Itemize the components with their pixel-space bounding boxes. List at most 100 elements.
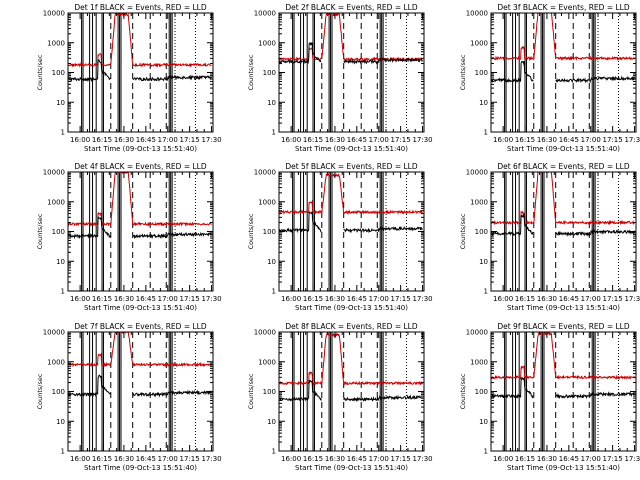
x-tick-label: 16:15 [92, 455, 112, 463]
x-axis-label: Start Time (09-Oct-13 15:51:40) [507, 304, 620, 312]
x-tick-label: 16:30 [325, 136, 345, 144]
x-tick-label: 16:00 [493, 295, 513, 303]
y-tick-label: 10000 [254, 329, 276, 337]
y-tick-label: 1 [484, 129, 488, 137]
y-tick-label: 10000 [43, 329, 65, 337]
y-tick-label: 10 [479, 258, 488, 266]
x-axis-label: Start Time (09-Oct-13 15:51:40) [295, 145, 408, 153]
x-axis-label: Start Time (09-Oct-13 15:51:40) [295, 464, 408, 472]
y-tick-label: 100 [475, 228, 488, 236]
series-events-line [279, 42, 423, 65]
y-tick-label: 1000 [470, 39, 488, 47]
x-tick-label: 17:00 [369, 295, 389, 303]
x-tick-label: 16:45 [559, 136, 579, 144]
x-axis-label: Start Time (09-Oct-13 15:51:40) [84, 304, 197, 312]
y-axis-label: Counts/sec [459, 373, 467, 409]
x-tick-label: 17:30 [201, 136, 221, 144]
series-events-line [68, 215, 212, 240]
x-tick-label: 16:15 [92, 295, 112, 303]
x-tick-label: 17:00 [581, 455, 601, 463]
x-tick-label: 17:00 [158, 136, 178, 144]
x-tick-label: 16:00 [70, 136, 90, 144]
x-tick-label: 17:30 [412, 455, 432, 463]
plot-area [491, 172, 635, 291]
x-tick-label: 16:15 [303, 455, 323, 463]
y-tick-label: 10000 [43, 169, 65, 177]
x-tick-label: 16:00 [70, 455, 90, 463]
y-axis-label: Counts/sec [247, 54, 255, 90]
x-tick-label: 16:00 [493, 136, 513, 144]
x-tick-label: 17:15 [391, 455, 411, 463]
plot-area [279, 13, 423, 132]
x-tick-label: 16:45 [136, 455, 156, 463]
x-tick-label: 16:45 [559, 295, 579, 303]
y-tick-label: 10 [56, 418, 65, 426]
y-tick-label: 10 [479, 99, 488, 107]
y-tick-label: 100 [263, 69, 276, 77]
y-axis-label: Counts/sec [459, 213, 467, 249]
y-axis-label: Counts/sec [36, 54, 44, 90]
x-tick-label: 16:00 [281, 136, 301, 144]
y-tick-label: 10000 [466, 329, 488, 337]
x-tick-label: 16:45 [136, 136, 156, 144]
panel-title: Det 8f BLACK = Events, RED = LLD [285, 322, 418, 331]
y-tick-label: 1000 [258, 198, 276, 206]
y-tick-label: 100 [52, 69, 65, 77]
plot-area [68, 172, 212, 291]
x-tick-label: 16:00 [281, 455, 301, 463]
y-tick-label: 1 [272, 288, 276, 296]
x-tick-label: 17:30 [201, 295, 221, 303]
x-axis-label: Start Time (09-Oct-13 15:51:40) [84, 145, 197, 153]
series-events-line [68, 374, 212, 398]
y-tick-label: 100 [263, 388, 276, 396]
x-tick-label: 16:00 [70, 295, 90, 303]
panel-8: 1 10 100 1000 10000 16:00 16:15 16:30 16:45 17:00… [247, 322, 433, 472]
panel-9: 1 10 100 1000 10000 16:00 16:15 16:30 16:45 17:00… [459, 322, 640, 472]
series-events-line [279, 210, 423, 234]
y-axis-label: Counts/sec [36, 373, 44, 409]
series-events-line [279, 379, 423, 403]
y-tick-label: 1 [484, 288, 488, 296]
x-tick-label: 16:45 [559, 455, 579, 463]
panel-4: 1 10 100 1000 10000 16:00 16:15 16:30 16:45 17:00… [36, 162, 222, 312]
y-tick-label: 10 [267, 99, 276, 107]
y-tick-label: 1 [272, 129, 276, 137]
panel-title: Det 6f BLACK = Events, RED = LLD [497, 162, 630, 171]
x-tick-label: 16:30 [114, 136, 134, 144]
x-tick-label: 17:30 [624, 295, 640, 303]
x-tick-label: 17:30 [201, 455, 221, 463]
x-tick-label: 16:15 [92, 136, 112, 144]
y-tick-label: 1 [484, 448, 488, 456]
panel-5: 1 10 100 1000 10000 16:00 16:15 16:30 16:45 17:00… [247, 162, 433, 312]
plot-area [279, 172, 423, 291]
y-tick-label: 100 [475, 69, 488, 77]
plot-area [279, 332, 423, 451]
y-tick-label: 1000 [258, 39, 276, 47]
x-tick-label: 17:00 [369, 136, 389, 144]
y-tick-label: 10000 [254, 169, 276, 177]
x-tick-label: 16:45 [347, 136, 367, 144]
y-tick-label: 1 [61, 129, 65, 137]
x-tick-label: 16:30 [114, 295, 134, 303]
y-tick-label: 10000 [466, 10, 488, 18]
series-events-line [491, 60, 635, 84]
series-lld-line [68, 172, 212, 227]
panel-title: Det 3f BLACK = Events, RED = LLD [497, 3, 630, 12]
y-tick-label: 1 [61, 448, 65, 456]
y-tick-label: 1000 [47, 198, 65, 206]
x-tick-label: 16:30 [537, 295, 557, 303]
x-axis-label: Start Time (09-Oct-13 15:51:40) [84, 464, 197, 472]
x-tick-label: 16:45 [136, 295, 156, 303]
y-tick-label: 1000 [470, 358, 488, 366]
panel-1: 1 10 100 1000 10000 16:00 16:15 16:30 16:45 17:00… [36, 3, 222, 153]
x-tick-label: 16:15 [303, 136, 323, 144]
x-axis-label: Start Time (09-Oct-13 15:51:40) [507, 145, 620, 153]
x-tick-label: 17:15 [180, 136, 200, 144]
plot-area [68, 13, 212, 132]
y-tick-label: 10 [267, 418, 276, 426]
panel-title: Det 4f BLACK = Events, RED = LLD [74, 162, 207, 171]
x-tick-label: 17:00 [369, 455, 389, 463]
x-tick-label: 17:30 [624, 455, 640, 463]
y-tick-label: 10 [267, 258, 276, 266]
